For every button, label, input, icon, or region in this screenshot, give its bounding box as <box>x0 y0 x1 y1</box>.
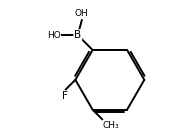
Text: CH₃: CH₃ <box>103 121 120 130</box>
Text: OH: OH <box>75 10 89 18</box>
Text: F: F <box>62 91 68 101</box>
Text: HO: HO <box>47 31 61 40</box>
Text: B: B <box>74 30 81 40</box>
